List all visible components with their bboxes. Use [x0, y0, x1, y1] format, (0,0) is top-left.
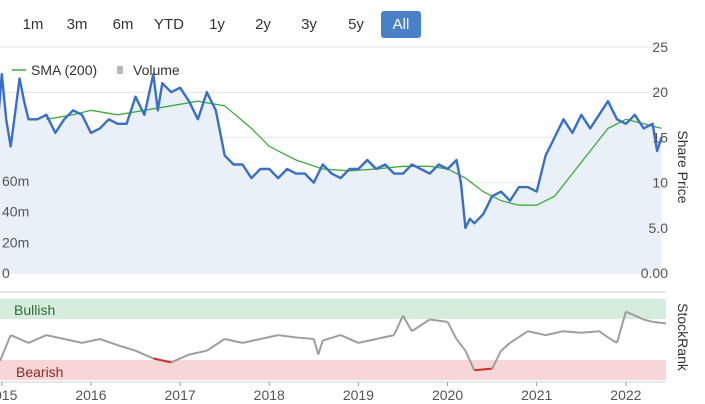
stockrank-segment [242, 338, 261, 344]
stockrank-segment [643, 318, 653, 323]
price-axis-title: Share Price [675, 130, 691, 203]
stockrank-segment [224, 338, 243, 344]
legend-sma-label[interactable]: SMA (200) [31, 62, 97, 78]
volume-tick-label: 0 [2, 265, 10, 281]
stockrank-segment [446, 321, 458, 340]
stockrank-bearish-segment [153, 357, 172, 364]
stockrank-segment [317, 340, 324, 355]
range-tab-3y[interactable]: 3y [301, 16, 317, 33]
y-tick-label: 20 [652, 84, 668, 100]
stockrank-segment [170, 353, 190, 364]
range-tab-ytd[interactable]: YTD [154, 16, 184, 33]
stockrank-axis-title: StockRank [675, 303, 691, 372]
stockrank-segment [563, 330, 582, 334]
y-tick-label: 0.00 [641, 265, 668, 281]
x-tick-label: 2018 [254, 387, 285, 403]
stockrank-segment [358, 338, 377, 344]
stockrank-segment [598, 330, 609, 339]
stockrank-segment [500, 342, 511, 352]
stockrank-segment [527, 330, 546, 337]
y-axis-ticks: 25 20 15 10 5.0 0.00 [641, 39, 668, 281]
x-tick-label: 2016 [75, 387, 106, 403]
range-tab-5y[interactable]: 5y [348, 16, 364, 33]
range-tab-all[interactable]: All [381, 11, 421, 38]
stockrank-segment [652, 320, 667, 325]
stockrank-segment [312, 338, 320, 355]
stockrank-segment [28, 334, 47, 344]
range-tab-3m[interactable]: 3m [66, 16, 88, 33]
stockrank-segment [295, 336, 314, 340]
x-tick-label: 2020 [432, 387, 463, 403]
price-line [0, 72, 663, 229]
range-selector: 1m 3m 6m YTD 1y 2y 3y 5y All [0, 0, 705, 40]
volume-tick-label: 60m [2, 173, 29, 189]
x-tick-label: 2017 [165, 387, 196, 403]
x-tick-label: 2019 [343, 387, 374, 403]
volume-tick-label: 40m [2, 204, 29, 220]
y-tick-label: 10 [652, 175, 668, 191]
x-tick-label: 2021 [521, 387, 552, 403]
y-tick-label: 5.0 [649, 220, 669, 236]
bullish-label: Bullish [14, 302, 55, 318]
stockrank-segment [402, 315, 413, 332]
stockrank-segment [509, 330, 529, 344]
legend-volume-swatch [117, 66, 123, 74]
stockrank-segment [322, 334, 341, 342]
stockrank-lines [0, 310, 667, 372]
stockrank-segment [545, 330, 564, 337]
y-tick-label: 25 [652, 39, 668, 55]
stockrank-segment [634, 314, 645, 321]
legend[interactable]: SMA (200) Volume [12, 62, 180, 78]
legend-volume-label[interactable]: Volume [133, 62, 180, 78]
stockrank-segment [135, 349, 154, 360]
stockrank-segment [46, 334, 65, 340]
volume-tick-label: 20m [2, 234, 29, 250]
volume-axis-ticks: 60m 40m 20m 0 [2, 173, 29, 281]
stockrank-segment [616, 311, 627, 344]
bearish-band [0, 360, 666, 380]
range-tab-1m[interactable]: 1m [22, 16, 44, 33]
stockrank-segment [625, 310, 636, 317]
stockrank-segment [491, 350, 502, 370]
stockrank-segment [0, 334, 12, 362]
range-tab-2y[interactable]: 2y [255, 16, 271, 33]
stockrank-segment [464, 350, 476, 371]
stockrank-segment [206, 338, 226, 352]
stockrank-segment [63, 338, 83, 344]
y-tick-label: 15 [652, 129, 668, 145]
stockrank-segment [278, 334, 297, 339]
stockrank-segment [429, 318, 448, 323]
stockrank-segment [340, 334, 359, 344]
stockrank-segment [455, 338, 467, 352]
stockrank-segment [117, 344, 136, 352]
stockrank-segment [10, 334, 29, 344]
stockrank-segment [81, 338, 101, 344]
stockrank-segment [581, 330, 600, 334]
sma-line [46, 100, 662, 206]
stockrank-segment [99, 338, 119, 347]
bullish-band [0, 299, 666, 319]
stockrank-segment [188, 349, 208, 356]
stockrank-segment [393, 315, 404, 336]
stockrank-bearish-segment [474, 367, 493, 372]
stockrank-segment [607, 336, 618, 344]
range-tab-1y[interactable]: 1y [209, 16, 225, 33]
x-tick-label: 2022 [610, 387, 641, 403]
range-tab-6m[interactable]: 6m [112, 16, 134, 33]
stockrank-segment [411, 318, 431, 333]
stockrank-segment [376, 334, 395, 340]
bearish-label: Bearish [16, 364, 63, 380]
stockrank-segment [260, 334, 279, 340]
